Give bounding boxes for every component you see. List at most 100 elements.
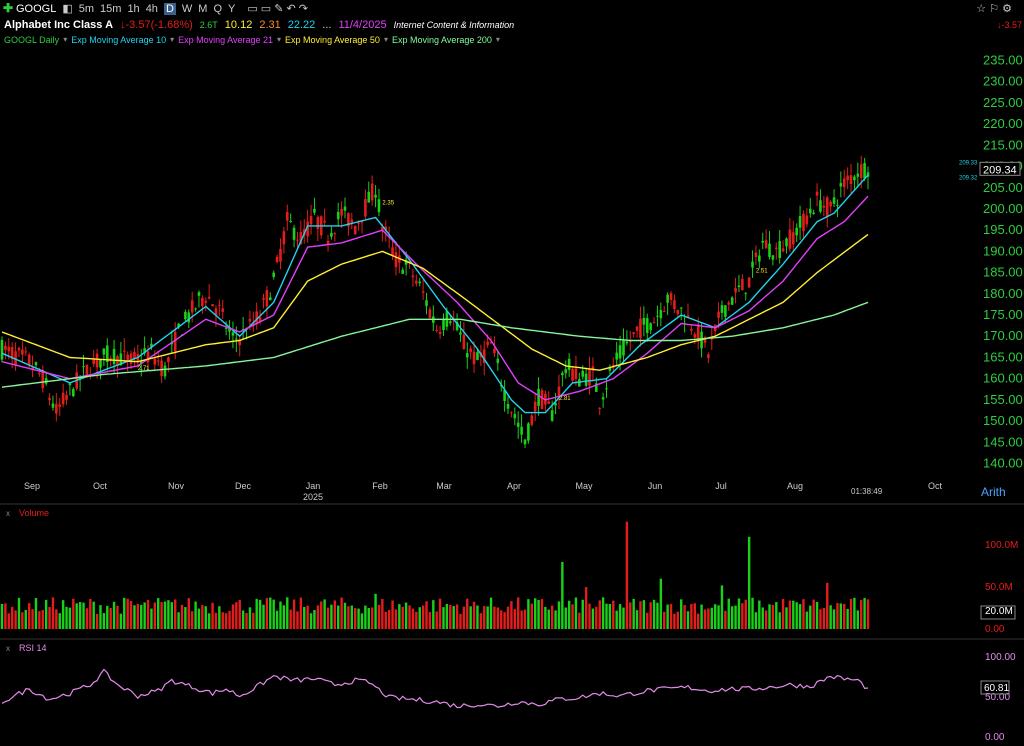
volume-bar xyxy=(595,606,598,629)
volume-bar xyxy=(724,610,727,629)
symbol-input[interactable]: GOOGL xyxy=(16,2,57,15)
candle-body xyxy=(387,236,391,238)
legend-chevron-icon[interactable]: ▾ xyxy=(383,35,388,44)
chart-type-icon[interactable]: ◧ xyxy=(62,3,73,15)
candle-body xyxy=(112,348,116,365)
candle-body xyxy=(445,310,449,327)
volume-bar xyxy=(547,609,550,629)
volume-bar xyxy=(466,598,469,629)
favorite-icon[interactable]: ☆ ⚐ ⚙ xyxy=(976,3,1012,15)
candle-body xyxy=(258,317,262,322)
interval-4h[interactable]: 4h xyxy=(145,2,158,15)
candle-body xyxy=(109,358,112,360)
volume-bar xyxy=(194,601,197,629)
legend-item-2[interactable]: Exp Moving Average 21 xyxy=(178,35,274,45)
interval-1h[interactable]: 1h xyxy=(127,2,140,15)
candle-body xyxy=(571,368,574,381)
candle-body xyxy=(520,426,523,435)
legend-chevron-icon[interactable]: ▾ xyxy=(277,35,282,44)
interval-y[interactable]: Y xyxy=(228,2,236,15)
legend-item-3[interactable]: Exp Moving Average 50 xyxy=(285,35,380,45)
candle-body xyxy=(248,318,252,322)
candle-body xyxy=(676,309,680,315)
volume-bar xyxy=(805,611,809,629)
volume-bar xyxy=(792,600,795,629)
candle-body xyxy=(625,341,629,344)
legend-chevron-icon[interactable]: ▾ xyxy=(495,35,500,44)
candle-body xyxy=(476,352,479,360)
volume-bar xyxy=(157,598,160,629)
candle-body xyxy=(88,374,92,377)
candle-body xyxy=(652,322,656,324)
volume-bar xyxy=(856,610,860,629)
volume-bar xyxy=(126,598,129,629)
candle-body xyxy=(173,331,177,352)
candle-body xyxy=(167,357,170,363)
candle-body xyxy=(448,321,452,324)
candle-body xyxy=(323,220,326,223)
candle-body xyxy=(751,261,754,268)
candle-body xyxy=(126,354,129,362)
candle-body xyxy=(822,205,826,208)
volume-bar xyxy=(459,613,462,629)
volume-bar xyxy=(174,599,177,629)
volume-bar xyxy=(313,610,316,629)
price-tick-label: 200.00 xyxy=(983,201,1023,216)
interval-5m[interactable]: 5m xyxy=(78,2,95,15)
candle-body xyxy=(353,226,357,234)
volume-bar xyxy=(252,612,255,629)
add-icon[interactable]: ✚ xyxy=(3,1,14,15)
candle-body xyxy=(272,272,275,277)
ema10-value: 209.33 xyxy=(959,160,978,166)
x-tick-label: Mar xyxy=(436,481,452,491)
interval-m[interactable]: M xyxy=(198,2,208,15)
price-annotation: 2.51 xyxy=(756,269,768,275)
legend-item-0[interactable]: GOOGL Daily xyxy=(4,35,60,45)
volume-bar xyxy=(809,605,812,629)
candle-body xyxy=(343,206,347,211)
layout-icon[interactable]: ▭ ▭ ✎ ↶ ↷ xyxy=(247,3,309,15)
volume-bar xyxy=(296,611,299,629)
candle-body xyxy=(727,302,731,305)
legend-item-4[interactable]: Exp Moving Average 200 xyxy=(391,35,492,45)
volume-bar xyxy=(741,603,744,629)
candle-body xyxy=(710,336,714,340)
price-tick-label: 190.00 xyxy=(983,243,1023,258)
legend-item-1[interactable]: Exp Moving Average 10 xyxy=(71,35,167,45)
volume-bar xyxy=(303,606,306,629)
candle-body xyxy=(649,323,652,331)
volume-bar xyxy=(720,585,724,629)
candle-body xyxy=(781,248,785,252)
candle-body xyxy=(289,220,292,222)
candle-body xyxy=(336,211,340,220)
legend-chevron-icon[interactable]: ▾ xyxy=(63,35,68,44)
interval-q[interactable]: Q xyxy=(213,2,223,15)
candle-body xyxy=(656,315,659,317)
volume-bar xyxy=(391,600,394,629)
x-tick-label: Jan xyxy=(306,481,321,491)
legend-chevron-icon[interactable]: ▾ xyxy=(170,35,175,44)
volume-bar xyxy=(686,611,690,629)
candle-body xyxy=(425,300,428,307)
volume-bar xyxy=(78,601,82,629)
volume-bar xyxy=(299,597,303,629)
volume-bar xyxy=(347,606,350,629)
date-label: 11/4/2025 xyxy=(338,19,387,31)
volume-bar xyxy=(778,612,781,629)
volume-bar xyxy=(34,598,38,629)
candle-body xyxy=(279,248,282,262)
x-tick-label: Feb xyxy=(372,481,388,491)
candle-body xyxy=(482,349,486,363)
interval-15m[interactable]: 15m xyxy=(100,2,122,15)
candle-body xyxy=(785,238,788,247)
volume-bar xyxy=(309,613,313,629)
candle-body xyxy=(24,351,28,353)
candle-body xyxy=(842,178,846,188)
candle-body xyxy=(411,275,415,278)
interval-d[interactable]: D xyxy=(163,2,176,15)
volume-bar xyxy=(544,606,547,629)
candle-body xyxy=(622,340,625,356)
interval-w[interactable]: W xyxy=(181,2,193,15)
candle-body xyxy=(849,175,853,185)
